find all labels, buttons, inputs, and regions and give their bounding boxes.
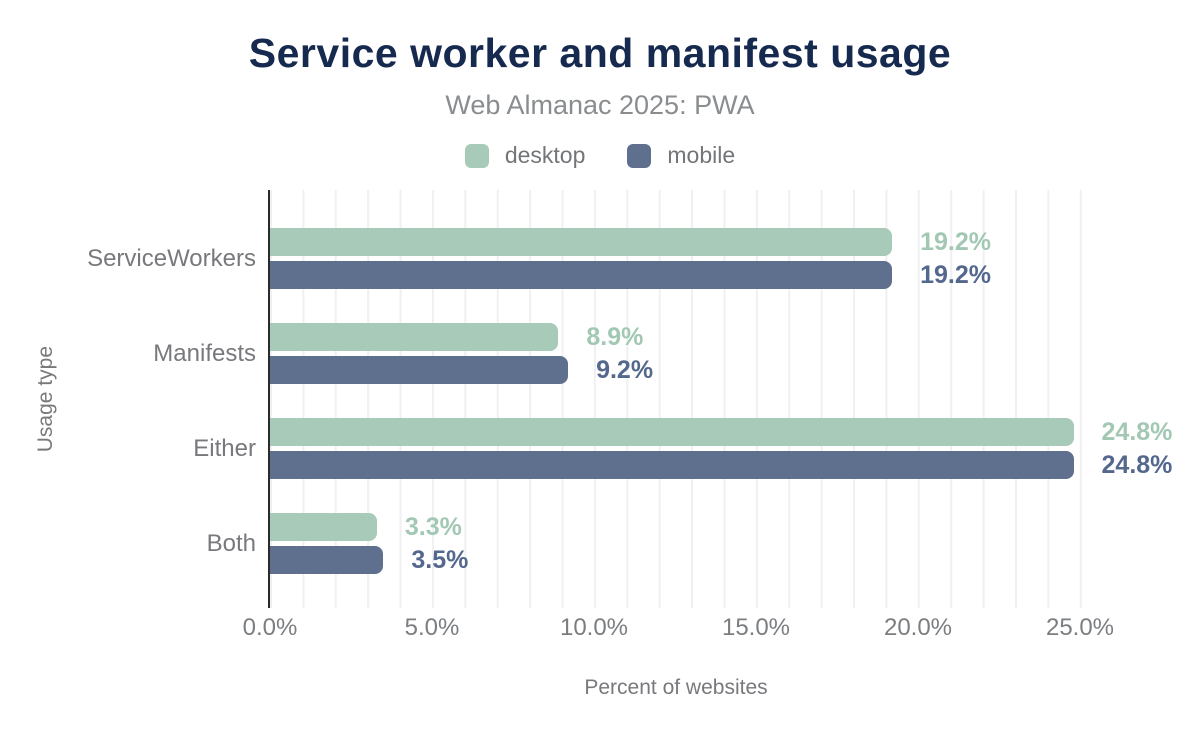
value-label-desktop-Either: 24.8% xyxy=(1101,418,1173,446)
x-tick-5.0%: 5.0% xyxy=(404,614,460,641)
legend-swatch-desktop xyxy=(464,143,489,168)
value-label-mobile-Both: 3.5% xyxy=(411,546,469,574)
value-label-mobile-Either: 24.8% xyxy=(1101,451,1173,479)
bar-desktop-Either xyxy=(270,418,1074,446)
category-labels: ServiceWorkers Manifests Either Both xyxy=(0,190,256,608)
legend: desktop mobile xyxy=(0,142,1200,169)
legend-swatch-mobile xyxy=(627,143,652,168)
bar-desktop-Manifests xyxy=(270,323,559,351)
value-label-mobile-Manifests: 9.2% xyxy=(596,356,654,384)
x-tick-15.0%: 15.0% xyxy=(721,614,791,641)
x-tick-20.0%: 20.0% xyxy=(883,614,953,641)
value-label-mobile-ServiceWorkers: 19.2% xyxy=(920,261,991,289)
chart-subtitle: Web Almanac 2025: PWA xyxy=(445,90,755,120)
legend-label-desktop: desktop xyxy=(504,142,586,168)
plot-area: 19.2% 19.2% 8.9% 9.2% 24.8% 24.8% 3.3% 3.5% xyxy=(270,190,1172,608)
value-label-desktop-Manifests: 8.9% xyxy=(586,323,644,351)
bar-mobile-Either xyxy=(270,451,1074,479)
bar-mobile-Manifests xyxy=(270,356,569,384)
bar-desktop-ServiceWorkers xyxy=(270,228,893,256)
category-label-ServiceWorkers: ServiceWorkers xyxy=(87,244,256,272)
x-tick-25.0%: 25.0% xyxy=(1045,614,1115,641)
category-label-Either: Either xyxy=(193,434,256,462)
x-axis-ticks: 0.0% 5.0% 10.0% 15.0% 20.0% 25.0% xyxy=(243,613,1114,643)
category-label-Manifests: Manifests xyxy=(153,339,256,367)
legend-item-mobile: mobile xyxy=(627,142,735,169)
category-label-Both: Both xyxy=(206,529,256,557)
y-axis-line xyxy=(268,190,270,608)
x-tick-0.0%: 0.0% xyxy=(242,614,298,641)
legend-item-desktop: desktop xyxy=(464,142,586,169)
bar-mobile-ServiceWorkers xyxy=(270,261,893,289)
bar-mobile-Both xyxy=(270,546,384,574)
value-label-desktop-Both: 3.3% xyxy=(404,513,462,541)
x-tick-10.0%: 10.0% xyxy=(559,614,629,641)
x-axis-title: Percent of websites xyxy=(584,676,768,699)
value-label-desktop-ServiceWorkers: 19.2% xyxy=(920,228,991,256)
legend-label-mobile: mobile xyxy=(667,142,736,168)
bar-desktop-Both xyxy=(270,513,377,541)
chart-title: Service worker and manifest usage xyxy=(248,30,952,76)
